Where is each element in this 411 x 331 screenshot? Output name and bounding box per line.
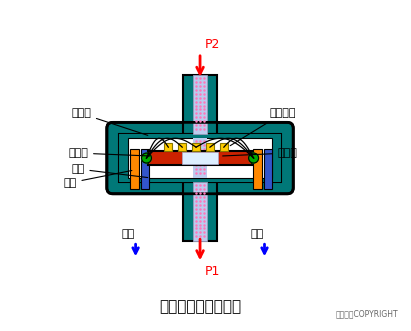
Bar — [193, 75, 207, 134]
Text: 东方仿真COPYRIGHT: 东方仿真COPYRIGHT — [336, 310, 398, 319]
Text: 电流: 电流 — [122, 229, 135, 239]
Text: 低压腔: 低压腔 — [71, 109, 148, 135]
Bar — [192, 143, 200, 151]
Bar — [178, 143, 186, 151]
Bar — [128, 138, 272, 178]
Bar — [164, 143, 172, 151]
Bar — [119, 134, 282, 182]
Bar — [182, 152, 218, 164]
Bar — [183, 182, 217, 241]
Bar — [148, 151, 252, 165]
Text: 电流: 电流 — [251, 229, 264, 239]
Bar — [129, 149, 139, 189]
Text: 引线: 引线 — [63, 170, 132, 188]
Text: 高压腔: 高压腔 — [68, 148, 150, 158]
Bar — [193, 182, 207, 241]
Bar — [220, 143, 228, 151]
Bar — [193, 138, 207, 178]
Text: P2: P2 — [205, 38, 220, 51]
Bar — [206, 143, 214, 151]
FancyBboxPatch shape — [107, 122, 293, 194]
Bar — [141, 149, 150, 189]
Text: 扩散硅式压力传感器: 扩散硅式压力传感器 — [159, 299, 241, 314]
Bar — [183, 75, 217, 134]
Bar — [263, 149, 272, 189]
Circle shape — [141, 153, 152, 163]
Bar — [119, 134, 282, 182]
Text: 扩散电阻: 扩散电阻 — [230, 109, 296, 146]
Circle shape — [249, 153, 259, 163]
Text: 硅膜片: 硅膜片 — [223, 148, 297, 158]
Text: 硅杯: 硅杯 — [71, 164, 148, 177]
Text: P1: P1 — [205, 265, 220, 278]
Bar — [253, 149, 261, 189]
